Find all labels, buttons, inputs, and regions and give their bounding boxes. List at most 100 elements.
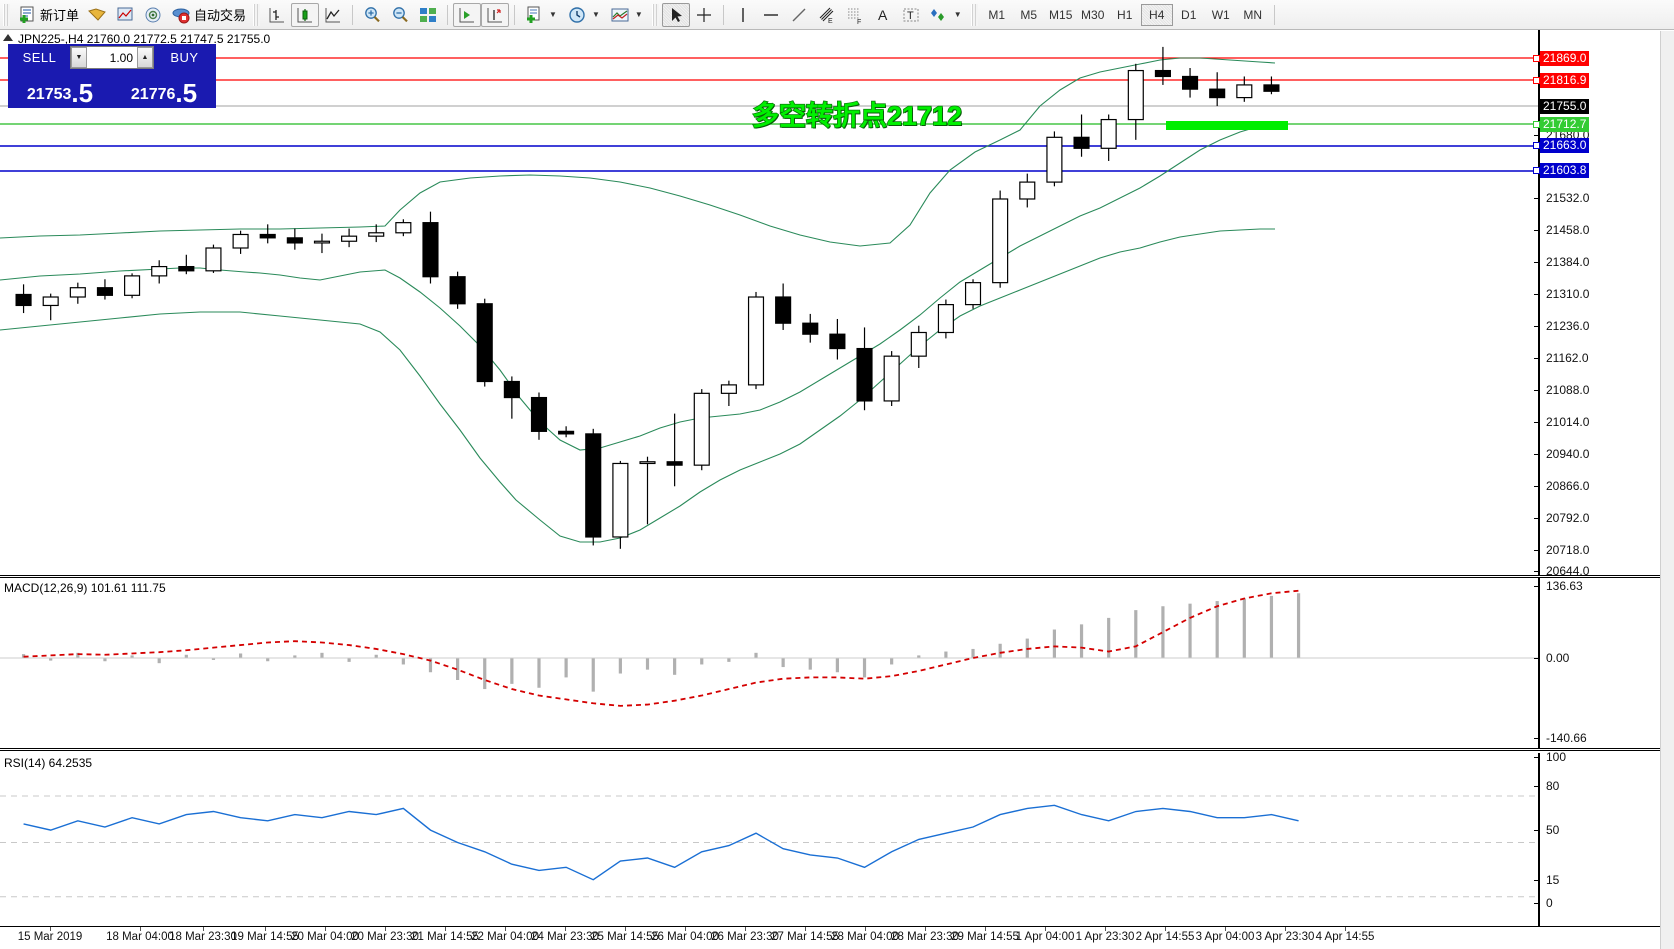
text-button[interactable]: A [869,3,897,27]
rsi-pane-top-border-2 [0,750,1674,751]
chevron-down-icon-3[interactable]: ▼ [634,10,643,19]
zoom-in-button[interactable] [358,3,386,27]
timeframe-m30[interactable]: M30 [1081,7,1105,22]
price-level-handle[interactable] [1533,55,1540,62]
profiles-button[interactable] [83,3,111,27]
toolbar-separator-2 [447,4,449,25]
buy-button[interactable]: BUY [170,50,199,65]
indicators-button[interactable]: ▼ [520,3,563,27]
tile-windows-button[interactable] [414,3,442,27]
timeframe-m5[interactable]: M5 [1020,7,1038,22]
period-button[interactable]: ▼ [563,3,606,27]
toolbar-grip-4[interactable] [970,3,978,26]
price-level-handle[interactable] [1533,121,1540,128]
price-level-tag[interactable]: 21663.0 [1540,138,1590,153]
volume-decrease-icon[interactable]: ▼ [71,47,87,68]
chart-shift-button[interactable] [453,2,482,27]
line-chart-button[interactable] [319,3,347,27]
chevron-down-icon-2[interactable]: ▼ [591,10,600,19]
macd-pane[interactable]: MACD(12,26,9) 101.61 111.75 136.63 0.00 -1… [0,578,1674,748]
market-watch-button[interactable] [111,3,139,27]
time-axis-label: 27 Mar 14:55 [771,931,839,943]
zoom-out-button[interactable] [386,3,414,27]
price-level-handle[interactable] [1533,77,1540,84]
time-axis[interactable]: 15 Mar 2019 18 Mar 04:00 18 Mar 23:30 19 Ma… [0,926,1674,949]
vertical-scrollbar[interactable] [1660,31,1674,949]
toolbar-grip[interactable] [3,3,10,26]
chevron-down-icon-4[interactable]: ▼ [953,10,962,19]
toolbar-separator-4 [722,4,724,25]
time-axis-label: 1 Apr 23:30 [1075,931,1135,943]
time-axis-label: 3 Apr 04:00 [1195,931,1255,943]
auto-scroll-button[interactable] [481,2,510,27]
chart-annotation-text[interactable]: 多空转折点21712 [751,100,963,132]
sell-button[interactable]: SELL [22,50,57,65]
navigator-button[interactable] [139,3,167,27]
time-axis-label: 15 Mar 2019 [17,931,83,943]
volume-stepper[interactable]: ▼ 1.00 ▲ [70,46,154,69]
price-axis-label: 20792.0 [1546,511,1590,525]
chevron-down-icon[interactable]: ▼ [549,10,557,19]
time-axis-label: 20 Mar 23:30 [351,931,419,943]
text-icon: A [878,7,888,23]
volume-increase-icon[interactable]: ▲ [137,47,153,68]
cursor-button[interactable] [661,2,690,27]
objects-icon [930,8,944,21]
chart-window[interactable]: JPN225-,H4 21760.0 21772.5 21747.5 21755… [0,30,1674,949]
equidistant-channel-button[interactable]: E [813,3,841,27]
price-axis-tick [1534,230,1539,231]
support-zone-highlight[interactable] [1166,121,1288,130]
clock-icon [569,6,585,23]
rsi-pane[interactable]: RSI(14) 64.2535 100 80 50 15 0 [0,751,1674,926]
price-level-tag[interactable]: 21869.0 [1540,51,1590,66]
timeframe-d1[interactable]: D1 [1181,7,1197,22]
timeframe-h4[interactable]: H4 [1140,3,1173,26]
time-axis-label: 19 Mar 14:55 [231,931,299,943]
timeframe-h1[interactable]: H1 [1117,7,1133,22]
templates-button[interactable]: ▼ [606,3,649,27]
time-axis-label: 26 Mar 04:00 [651,931,719,943]
price-level-tag[interactable]: 21712.7 [1540,117,1590,132]
toolbar-grip-3[interactable] [651,3,659,26]
vertical-line-button[interactable] [729,3,757,27]
candlestick-chart-button[interactable] [291,2,320,27]
price-axis-label: 21310.0 [1546,287,1590,301]
timeframe-m1[interactable]: M1 [988,7,1006,22]
time-axis-tick [203,927,204,931]
price-axis-label: 21532.0 [1546,191,1590,205]
price-level-handle[interactable] [1533,142,1540,149]
svg-text:A: A [878,7,888,23]
price-axis-label: 21088.0 [1546,383,1590,397]
chart-expand-icon[interactable] [3,34,13,41]
new-order-icon [20,6,34,23]
autotrading-button[interactable]: 自动交易 [167,3,250,27]
price-pane[interactable]: JPN225-,H4 21760.0 21772.5 21747.5 21755… [0,30,1674,577]
new-order-button[interactable]: 新订单 [13,3,83,27]
crosshair-button[interactable] [690,3,718,27]
sell-price-button[interactable]: 21753 .5 [9,70,111,107]
buy-price-main: 21776 [130,86,176,103]
fibonacci-button[interactable]: F [841,3,869,27]
price-level-tag[interactable]: 21816.9 [1540,73,1590,88]
price-axis-label: 21014.0 [1546,415,1590,429]
text-label-button[interactable]: T [897,3,925,27]
price-axis-label: 21384.0 [1546,255,1590,269]
price-level-tag[interactable]: 21755.0 [1540,99,1590,114]
bar-chart-button[interactable] [263,3,291,27]
toolbar-grip-2[interactable] [253,3,261,26]
axis-tick [1534,903,1539,904]
buy-price-button[interactable]: 21776 .5 [113,70,215,107]
trendline-button[interactable] [785,3,813,27]
price-level-handle[interactable] [1533,167,1540,174]
timeframe-w1[interactable]: W1 [1211,7,1230,22]
timeframe-mn[interactable]: MN [1243,7,1263,22]
macd-title: MACD(12,26,9) 101.61 111.75 [4,581,166,595]
zoom-out-icon [393,6,408,22]
timeframe-m15[interactable]: M15 [1049,7,1073,22]
time-axis-tick [1165,927,1166,931]
price-level-tag[interactable]: 21603.8 [1540,163,1590,178]
objects-button[interactable]: ▼ [925,3,968,27]
volume-input[interactable]: 1.00 [87,47,137,68]
horizontal-line-button[interactable] [757,3,785,27]
one-click-trading-panel[interactable]: SELL ▼ 1.00 ▲ BUY 21753 .5 21776 .5 [8,44,216,108]
